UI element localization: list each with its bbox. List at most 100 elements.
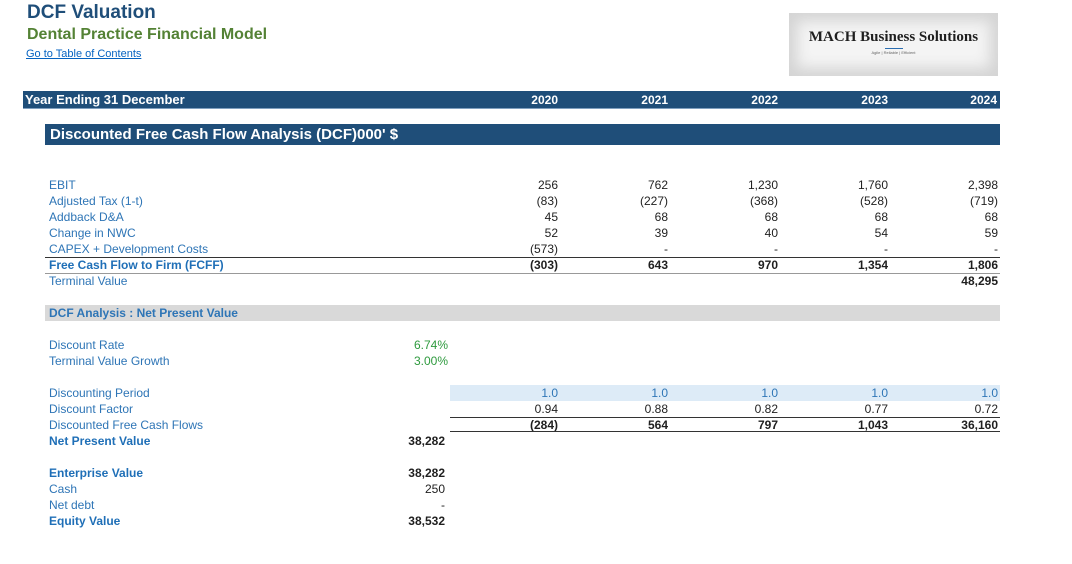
logo-name: MACH Business Solutions (808, 29, 979, 45)
cell[interactable]: 1.0 (981, 386, 998, 400)
cell[interactable]: 1,760 (857, 178, 888, 192)
cell[interactable]: 1,354 (857, 258, 888, 272)
year-2020: 2020 (531, 93, 558, 107)
table-of-contents-link[interactable]: Go to Table of Contents (26, 48, 142, 60)
net-debt-value[interactable]: - (441, 498, 445, 512)
logo-divider (884, 48, 903, 49)
cell[interactable]: (719) (969, 194, 998, 208)
cell[interactable]: 52 (544, 226, 558, 240)
row-label: Discount Factor (49, 402, 134, 416)
cell[interactable]: (528) (859, 194, 888, 208)
cell[interactable]: 643 (647, 258, 668, 272)
table-row-terminal-value: Terminal Value 48,295 (0, 273, 1072, 289)
table-row-net-debt: Net debt - (0, 497, 1072, 513)
row-label: CAPEX + Development Costs (49, 242, 209, 256)
table-row-equity-value: Equity Value 38,532 (0, 513, 1072, 529)
cell[interactable]: 45 (544, 210, 558, 224)
cell[interactable]: 1.0 (871, 386, 888, 400)
row-label: Discount Rate (49, 338, 125, 352)
table-row-discounted-fcf: Discounted Free Cash Flows (284) 564 797… (0, 417, 1072, 433)
section-title: Discounted Free Cash Flow Analysis (DCF)… (50, 126, 399, 143)
page-subtitle: Dental Practice Financial Model (27, 26, 268, 43)
table-row-tv-growth: Terminal Value Growth 3.00% (0, 353, 1072, 369)
cell[interactable]: 68 (764, 210, 778, 224)
logo-tagline: Agile | Reliable | Efficient (871, 50, 916, 55)
row-label: Net Present Value (49, 434, 151, 448)
row-label: Terminal Value Growth (49, 354, 170, 368)
cell[interactable]: 0.77 (864, 402, 888, 416)
cell[interactable]: 2,398 (967, 178, 998, 192)
table-row-addback-da: Addback D&A 45 68 68 68 68 (0, 209, 1072, 225)
cell[interactable]: - (664, 242, 668, 256)
period-highlight (450, 385, 1000, 401)
row-label: Cash (49, 482, 78, 496)
cell[interactable]: 1.0 (651, 386, 668, 400)
row-label: Net debt (49, 498, 95, 512)
year-2023: 2023 (861, 93, 888, 107)
row-label: EBIT (49, 178, 76, 192)
row-label: Equity Value (49, 514, 121, 528)
cell[interactable]: 797 (757, 418, 778, 432)
year-header-label: Year Ending 31 December (25, 92, 185, 107)
cell[interactable]: 970 (757, 258, 778, 272)
table-row-fcff: Free Cash Flow to Firm (FCFF) (303) 643 … (0, 257, 1072, 273)
cell[interactable]: (284) (529, 418, 558, 432)
year-header-bar: Year Ending 31 December 2020 2021 2022 2… (23, 91, 1000, 109)
page-title: DCF Valuation (27, 2, 156, 23)
cell[interactable]: 0.94 (534, 402, 558, 416)
cell[interactable]: 39 (654, 226, 668, 240)
tv-growth-input[interactable]: 3.00% (413, 354, 448, 368)
cell[interactable]: (83) (536, 194, 558, 208)
cell[interactable]: 1,230 (747, 178, 778, 192)
row-label: Discounting Period (49, 386, 150, 400)
cell[interactable]: - (774, 242, 778, 256)
cell[interactable]: (573) (529, 242, 558, 256)
cell[interactable]: 48,295 (961, 274, 998, 288)
row-label: Adjusted Tax (1-t) (49, 194, 143, 208)
cell[interactable]: (227) (639, 194, 668, 208)
year-2024: 2024 (970, 93, 997, 107)
cell[interactable]: 68 (984, 210, 998, 224)
cell[interactable]: 36,160 (961, 418, 998, 432)
cell[interactable]: 59 (984, 226, 998, 240)
table-row-adjusted-tax: Adjusted Tax (1-t) (83) (227) (368) (528… (0, 193, 1072, 209)
cell[interactable]: 68 (874, 210, 888, 224)
row-label: Terminal Value (49, 274, 128, 288)
table-row-change-nwc: Change in NWC 52 39 40 54 59 (0, 225, 1072, 241)
cell[interactable]: 1,043 (857, 418, 888, 432)
discount-rate-input[interactable]: 6.74% (413, 338, 448, 352)
row-label: Discounted Free Cash Flows (49, 418, 204, 432)
equity-value[interactable]: 38,532 (408, 514, 445, 528)
table-row-capex: CAPEX + Development Costs (573) - - - - (0, 241, 1072, 257)
cell[interactable]: - (884, 242, 888, 256)
cell[interactable]: 0.72 (974, 402, 998, 416)
cell[interactable]: 1.0 (541, 386, 558, 400)
table-row-discount-rate: Discount Rate 6.74% (0, 337, 1072, 353)
cell[interactable]: (303) (529, 258, 558, 272)
cell[interactable]: 54 (874, 226, 888, 240)
total-rule (450, 431, 1000, 432)
cell[interactable]: 68 (654, 210, 668, 224)
table-row-cash: Cash 250 (0, 481, 1072, 497)
table-row-npv: Net Present Value 38,282 (0, 433, 1072, 449)
cell[interactable]: 256 (537, 178, 558, 192)
row-label: Addback D&A (49, 210, 124, 224)
npv-section-bar: DCF Analysis : Net Present Value (45, 305, 1000, 321)
npv-section-title: DCF Analysis : Net Present Value (49, 306, 238, 320)
enterprise-value[interactable]: 38,282 (408, 466, 445, 480)
cell[interactable]: 1,806 (967, 258, 998, 272)
cell[interactable]: 1.0 (761, 386, 778, 400)
cell[interactable]: (368) (749, 194, 778, 208)
cell[interactable]: 762 (647, 178, 668, 192)
company-logo: MACH Business Solutions Agile | Reliable… (789, 13, 998, 76)
cell[interactable]: - (994, 242, 998, 256)
table-row-discount-period: Discounting Period 1.0 1.0 1.0 1.0 1.0 (0, 385, 1072, 401)
cell[interactable]: 0.82 (754, 402, 778, 416)
year-2022: 2022 (751, 93, 778, 107)
table-row-discount-factor: Discount Factor 0.94 0.88 0.82 0.77 0.72 (0, 401, 1072, 417)
npv-value[interactable]: 38,282 (408, 434, 445, 448)
cell[interactable]: 564 (647, 418, 668, 432)
cash-value[interactable]: 250 (424, 482, 445, 496)
cell[interactable]: 40 (764, 226, 778, 240)
cell[interactable]: 0.88 (644, 402, 668, 416)
